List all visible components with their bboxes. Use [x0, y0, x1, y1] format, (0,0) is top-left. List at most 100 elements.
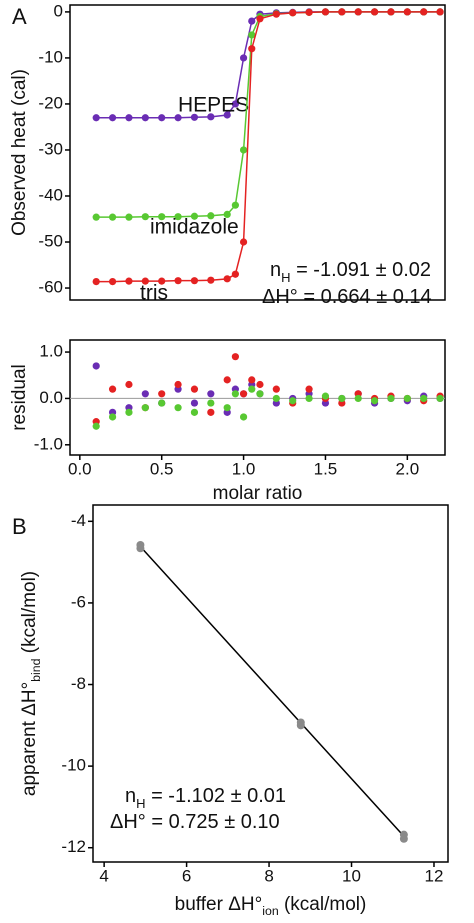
data-point [158, 277, 166, 285]
data-point [436, 394, 444, 403]
data-point [158, 390, 166, 398]
data-point [158, 114, 166, 122]
data-point [256, 15, 264, 23]
annotation: ΔH° = 0.664 ± 0.14 [262, 286, 432, 308]
text-part: = -1.091 ± 0.02 [291, 259, 432, 281]
annotation: ΔH° = 0.725 ± 0.10 [110, 811, 280, 833]
data-point [223, 376, 231, 384]
y-tick-label: -10 [61, 756, 86, 775]
x-tick-label: 1.0 [232, 459, 256, 478]
data-point [420, 8, 428, 16]
data-point [158, 399, 166, 407]
data-point [354, 394, 362, 403]
data-point [141, 404, 149, 412]
data-point [190, 385, 199, 393]
data-point [207, 212, 215, 220]
y-axis-title: apparent ΔH°bind (kcal/mol) [19, 571, 43, 796]
y-tick-label: -4 [71, 511, 86, 530]
data-point [174, 213, 182, 221]
data-point [125, 277, 133, 285]
data-point [207, 390, 215, 398]
y-tick-label: -10 [38, 47, 63, 66]
y-axis-title: residual [9, 364, 30, 431]
data-point [305, 8, 313, 16]
text-part: = -1.102 ± 0.01 [146, 785, 287, 807]
text-part: apparent ΔH° [19, 682, 40, 796]
data-point [141, 213, 149, 221]
data-point [256, 380, 264, 389]
data-point [296, 721, 305, 730]
data-point [92, 114, 100, 122]
data-point [239, 413, 248, 421]
data-point [239, 146, 248, 154]
data-point [256, 390, 264, 398]
data-point [321, 392, 330, 400]
data-point [403, 8, 411, 16]
y-tick-label: 0 [54, 1, 63, 20]
y-tick-label: -8 [71, 674, 86, 693]
y-tick-label: -6 [71, 592, 86, 611]
data-point [272, 385, 280, 393]
data-point [272, 10, 280, 18]
data-point [289, 9, 297, 17]
data-point [231, 390, 239, 398]
data-point [190, 399, 199, 407]
data-point [136, 544, 145, 553]
data-point [354, 8, 362, 16]
y-tick-label: -30 [38, 139, 63, 158]
data-point [289, 397, 297, 405]
text-part: ΔH° = 0.725 ± 0.10 [110, 811, 280, 833]
data-point [248, 376, 256, 384]
data-point [92, 277, 100, 286]
data-point [248, 45, 256, 53]
text-part: ion [262, 904, 279, 918]
data-point [207, 113, 215, 121]
data-point [231, 270, 239, 278]
data-point [239, 390, 248, 398]
text-part: ΔH° = 0.664 ± 0.14 [262, 286, 432, 308]
y-tick-label: 0.0 [39, 388, 63, 407]
data-point [223, 210, 231, 218]
data-point [92, 422, 100, 430]
text-part: bind [29, 658, 43, 681]
annotation: nH = -1.102 ± 0.01 [125, 785, 286, 811]
data-point [190, 212, 199, 220]
y-axis-title: Observed heat (cal) [9, 69, 30, 236]
data-point [370, 397, 379, 405]
data-point [125, 408, 133, 416]
data-point [207, 276, 215, 284]
y-tick-label: -40 [38, 185, 63, 204]
data-point [158, 213, 166, 221]
data-point [125, 213, 133, 221]
data-point [174, 404, 182, 412]
data-point [387, 8, 395, 16]
x-tick-label: 1.5 [314, 459, 338, 478]
data-point [223, 111, 231, 119]
y-tick-label: -20 [38, 93, 63, 112]
data-point [403, 394, 411, 403]
data-point [125, 380, 133, 389]
data-point [190, 113, 199, 121]
data-point [108, 114, 117, 122]
data-point [420, 394, 428, 403]
data-point [370, 8, 379, 16]
text-part: H [281, 270, 290, 285]
data-point [141, 390, 149, 398]
data-point [436, 8, 444, 16]
panel-label: B [12, 514, 27, 539]
panel-label: A [12, 4, 27, 29]
data-point [223, 275, 231, 283]
data-point [174, 380, 182, 389]
data-point [321, 8, 330, 16]
annotation: nH = -1.091 ± 0.02 [270, 259, 431, 285]
data-point [239, 238, 248, 246]
series-label: imidazole [150, 216, 239, 239]
data-point [223, 404, 231, 412]
x-tick-label: 4 [99, 866, 108, 885]
text-part: (kcal/mol) [19, 571, 40, 659]
x-tick-label: 0.5 [150, 459, 174, 478]
data-point [387, 394, 395, 403]
series-line [96, 11, 441, 119]
data-point [108, 213, 117, 221]
